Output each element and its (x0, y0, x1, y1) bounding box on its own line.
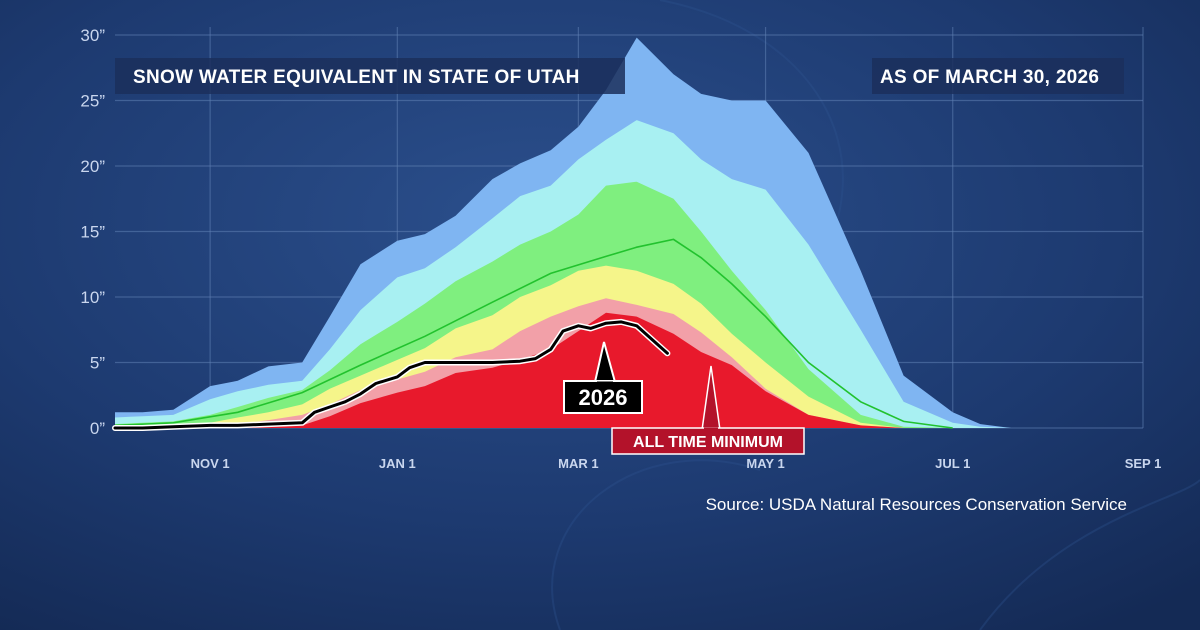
x-tick-label: MAY 1 (746, 456, 784, 471)
series-lines (112, 238, 953, 431)
median-line (114, 238, 953, 429)
y-tick-label: 20” (80, 157, 105, 176)
distribution-bands (115, 37, 1011, 428)
x-tick-label: JUL 1 (935, 456, 970, 471)
x-tick-label: JAN 1 (379, 456, 416, 471)
minimum-label: ALL TIME MINIMUM (633, 434, 783, 451)
current-year-line (113, 320, 669, 430)
date-box: AS OF MARCH 30, 2026 (872, 58, 1124, 94)
chart-subtitle: AS OF MARCH 30, 2026 (880, 67, 1099, 88)
y-tick-label: 30” (80, 26, 105, 45)
x-tick-label: MAR 1 (558, 456, 598, 471)
y-tick-label: 5” (90, 354, 105, 373)
y-tick-label: 15” (80, 223, 105, 242)
current-year-label: 2026 (579, 385, 628, 410)
x-tick-label: NOV 1 (191, 456, 230, 471)
title-box: SNOW WATER EQUIVALENT IN STATE OF UTAH (115, 58, 625, 94)
band-minimum (115, 312, 1011, 428)
y-axis-ticks: 0” 5” 10” 15” 20” 25” 30” (80, 26, 105, 438)
current-year-callout: 2026 (563, 341, 643, 414)
x-tick-label: SEP 1 (1125, 456, 1162, 471)
chart-title: SNOW WATER EQUIVALENT IN STATE OF UTAH (133, 67, 580, 88)
minimum-callout: ALL TIME MINIMUM (611, 365, 805, 455)
y-tick-label: 0” (90, 419, 105, 438)
y-tick-label: 10” (80, 288, 105, 307)
y-tick-label: 25” (80, 92, 105, 111)
source-note: Source: USDA Natural Resources Conservat… (706, 495, 1127, 514)
x-axis-ticks: NOV 1 JAN 1 MAR 1 MAY 1 JUL 1 SEP 1 (191, 456, 1162, 471)
